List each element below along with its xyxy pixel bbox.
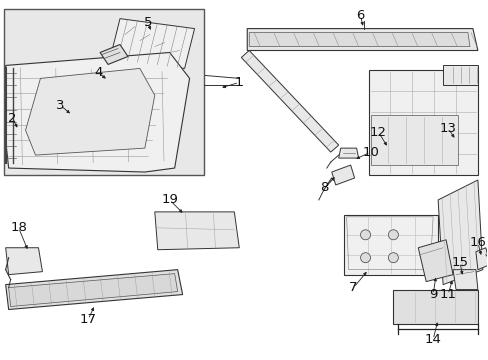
Polygon shape: [9, 274, 177, 306]
Polygon shape: [437, 180, 482, 285]
Text: 7: 7: [348, 281, 357, 294]
Text: 18: 18: [10, 221, 27, 234]
Text: 2: 2: [8, 112, 17, 125]
Circle shape: [360, 253, 370, 263]
Polygon shape: [110, 19, 194, 68]
Bar: [4, 9, 204, 175]
Circle shape: [360, 230, 370, 240]
Polygon shape: [331, 165, 354, 185]
Text: 11: 11: [439, 288, 456, 301]
Polygon shape: [6, 248, 42, 275]
Text: 16: 16: [468, 236, 486, 249]
Text: 4: 4: [94, 66, 102, 79]
Polygon shape: [368, 71, 477, 175]
Circle shape: [387, 230, 398, 240]
Polygon shape: [249, 32, 469, 46]
Polygon shape: [392, 289, 477, 324]
Polygon shape: [155, 212, 239, 250]
Polygon shape: [247, 28, 477, 50]
Polygon shape: [417, 240, 452, 282]
Text: 17: 17: [80, 313, 97, 326]
Text: 19: 19: [161, 193, 178, 206]
Circle shape: [387, 253, 398, 263]
Polygon shape: [370, 115, 457, 165]
Text: 13: 13: [439, 122, 456, 135]
Polygon shape: [241, 50, 338, 152]
Text: 1: 1: [235, 76, 243, 89]
Polygon shape: [343, 215, 437, 275]
Polygon shape: [25, 68, 155, 155]
Polygon shape: [100, 45, 128, 64]
Text: 5: 5: [143, 16, 152, 29]
Text: 12: 12: [369, 126, 386, 139]
Text: 6: 6: [356, 9, 364, 22]
Text: 9: 9: [428, 288, 436, 301]
Polygon shape: [6, 270, 182, 310]
Polygon shape: [6, 53, 189, 172]
Polygon shape: [338, 148, 358, 158]
Polygon shape: [475, 248, 488, 270]
Polygon shape: [442, 66, 477, 85]
Text: 14: 14: [424, 333, 441, 346]
Text: 10: 10: [361, 145, 378, 159]
Text: 8: 8: [320, 181, 328, 194]
Polygon shape: [452, 270, 477, 289]
Text: 15: 15: [450, 256, 468, 269]
Text: 3: 3: [56, 99, 64, 112]
